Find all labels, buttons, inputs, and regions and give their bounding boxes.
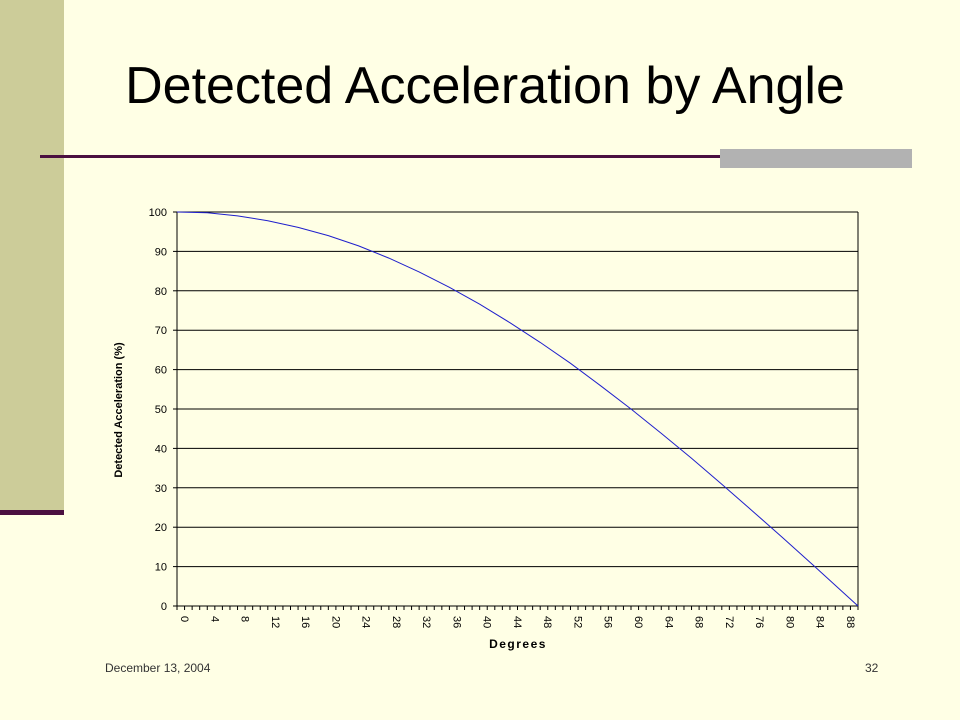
x-tick-label: 28 — [390, 616, 402, 628]
y-axis-label: Detected Acceleration (%) — [113, 342, 125, 478]
series-line — [176, 211, 859, 607]
data-series — [176, 211, 859, 607]
x-tick-label: 56 — [602, 616, 614, 628]
x-tick-label: 44 — [511, 616, 523, 628]
x-tick-label: 48 — [541, 616, 553, 628]
page-number: 32 — [865, 661, 879, 675]
x-tick-label: 68 — [693, 616, 705, 628]
x-tick-label: 72 — [723, 616, 735, 628]
x-tick-label: 8 — [239, 616, 251, 622]
y-tick-label: 20 — [155, 522, 167, 534]
title-rule-accent — [720, 149, 912, 168]
x-tick-label: 16 — [299, 616, 311, 628]
y-tick-label: 10 — [155, 562, 167, 574]
y-tick-labels: 0 10 20 30 40 50 60 70 80 90 100 — [149, 207, 167, 613]
x-tick-label: 4 — [208, 616, 220, 622]
x-tick-label: 80 — [783, 616, 795, 628]
x-tick-label: 24 — [360, 616, 372, 628]
y-tick-label: 90 — [155, 246, 167, 258]
y-tick-label: 30 — [155, 483, 167, 495]
y-gridlines — [173, 211, 858, 607]
slide-title: Detected Acceleration by Angle — [125, 57, 845, 115]
x-tick-label: 84 — [814, 616, 826, 628]
y-tick-label: 40 — [155, 443, 167, 455]
y-tick-label: 0 — [161, 601, 167, 613]
x-tick-label: 36 — [450, 616, 462, 628]
x-tick-label: 60 — [632, 616, 644, 628]
left-decor-underline — [0, 510, 64, 515]
y-tick-label: 50 — [155, 404, 167, 416]
x-tick-label: 12 — [269, 616, 281, 628]
x-tick-label: 32 — [420, 616, 432, 628]
left-decor-band — [0, 0, 64, 510]
x-tick-label: 20 — [329, 616, 341, 628]
x-tick-label: 0 — [178, 616, 190, 622]
title-rule — [40, 155, 912, 158]
y-tick-label: 100 — [149, 207, 167, 219]
x-tick-label: 64 — [662, 616, 674, 628]
y-tick-label: 80 — [155, 286, 167, 298]
x-tick-label: 40 — [481, 616, 493, 628]
x-tick-label: 76 — [753, 616, 765, 628]
y-tick-label: 70 — [155, 325, 167, 337]
x-tick-label: 88 — [844, 616, 856, 628]
x-axis-label: Degrees — [489, 637, 547, 651]
footer-date: December 13, 2004 — [105, 661, 211, 675]
y-tick-label: 60 — [155, 365, 167, 377]
x-tick-label: 52 — [571, 616, 583, 628]
x-ticks: 0 4 8 12 16 20 24 28 32 36 40 44 48 52 56 60 64 68 72 76 80 8… — [176, 606, 859, 628]
